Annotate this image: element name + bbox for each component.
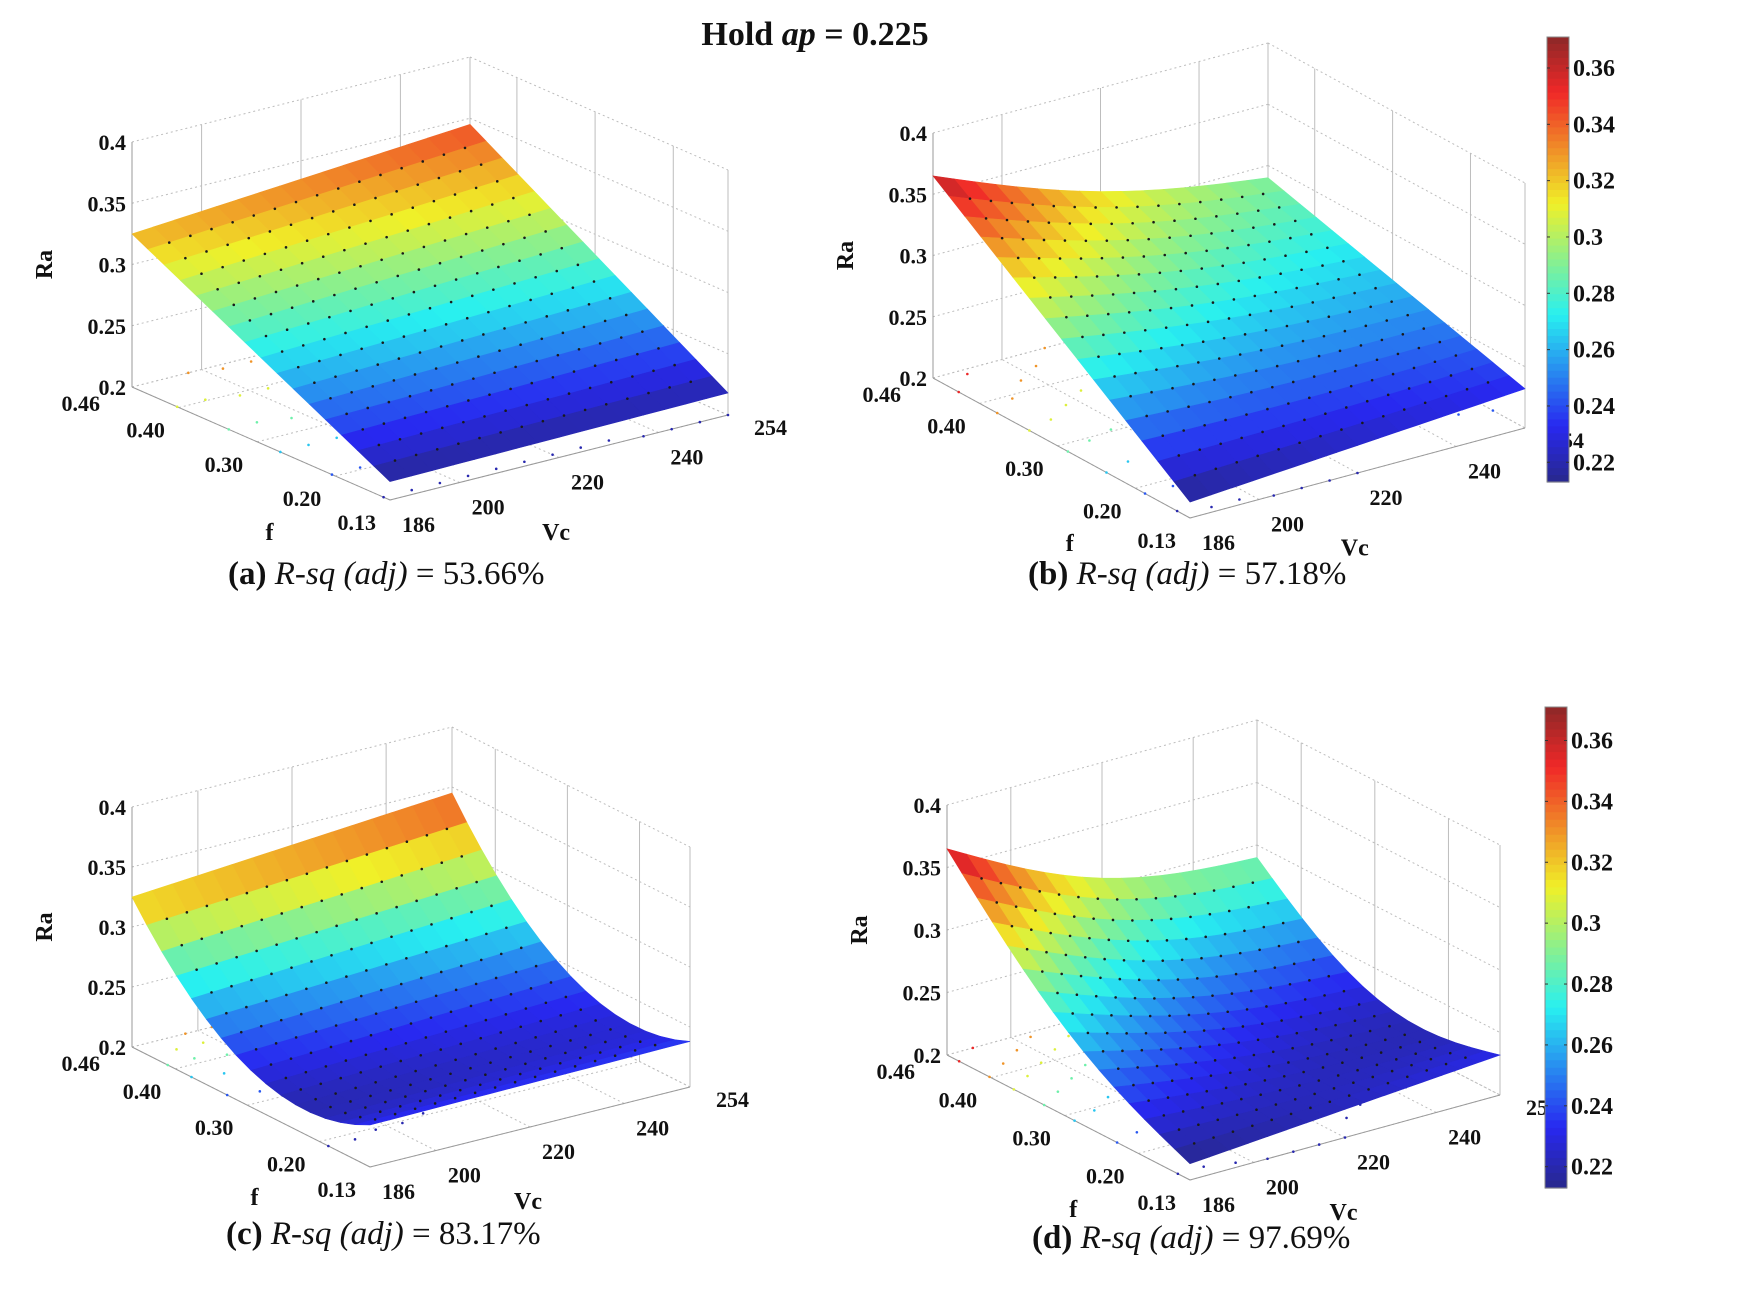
colorbar-tick-label: 0.26 <box>1573 338 1615 364</box>
colorbar-tick-label: 0.36 <box>1573 56 1615 82</box>
vc-tick-label: 240 <box>670 445 703 470</box>
colorbar-1: 0.36 0.34 0.32 0.3 0.28 0.26 0.24 0.22 <box>1546 36 1615 483</box>
colorbar-tick-label: 0.34 <box>1571 789 1613 815</box>
z-tick-label: 0.3 <box>914 918 942 943</box>
figure-title: Hold ap = 0.225 <box>701 16 929 53</box>
vc-tick-label: 200 <box>472 495 505 520</box>
caption-d: (d) R-sq (adj) = 97.69% <box>1032 1220 1351 1256</box>
colorbar-2: 0.36 0.34 0.32 0.3 0.28 0.26 0.24 0.22 <box>1544 706 1613 1189</box>
f-axis-label: f <box>266 520 275 546</box>
z-tick-label: 0.35 <box>88 191 127 216</box>
z-tick-label: 0.3 <box>99 915 127 940</box>
f-tick-label: 0.40 <box>927 413 966 438</box>
f-tick-label: 0.20 <box>1083 498 1122 523</box>
surface-plot-d: 0.2 0.25 0.3 0.35 0.4 Ra 0.13 0.20 0.30 0.40 0.46 f… <box>847 719 1559 1226</box>
colorbar-tick-label: 0.28 <box>1573 281 1615 307</box>
vc-tick-label: 220 <box>1357 1150 1390 1175</box>
f-tick-label: 0.20 <box>267 1152 306 1177</box>
vc-axis-label: Vc <box>514 1189 542 1215</box>
vc-tick-label: 200 <box>448 1163 481 1188</box>
z-tick-label: 0.2 <box>99 1035 127 1060</box>
caption-c: (c) R-sq (adj) = 83.17% <box>226 1216 541 1252</box>
colorbar-tick-label: 0.32 <box>1573 169 1615 195</box>
f-axis-label: f <box>1069 1197 1078 1223</box>
vc-tick-label: 186 <box>402 512 435 537</box>
z-tick-label: 0.25 <box>889 305 928 330</box>
colorbar-tick-label: 0.28 <box>1571 972 1613 998</box>
vc-axis-label: Vc <box>1341 536 1369 562</box>
f-axis-label: f <box>1066 531 1075 557</box>
vc-tick-label: 186 <box>382 1179 415 1204</box>
f-tick-label: 0.13 <box>1138 528 1177 553</box>
f-tick-label: 0.46 <box>877 1059 916 1084</box>
z-tick-label: 0.35 <box>903 856 942 881</box>
colorbar-tick-label: 0.24 <box>1571 1094 1613 1120</box>
vc-tick-label: 240 <box>1468 459 1501 484</box>
z-tick-label: 0.4 <box>914 793 942 818</box>
f-tick-label: 0.13 <box>338 510 377 535</box>
caption-a: (a) R-sq (adj) = 53.66% <box>228 556 545 592</box>
colorbar-tick-label: 0.34 <box>1573 112 1615 138</box>
z-tick-label: 0.2 <box>900 366 928 391</box>
z-tick-label: 0.25 <box>88 975 127 1000</box>
vc-tick-label: 220 <box>571 470 604 495</box>
z-axis-label: Ra <box>847 915 873 944</box>
vc-tick-label: 200 <box>1266 1175 1299 1200</box>
z-tick-label: 0.25 <box>903 981 942 1006</box>
colorbar-tick-label: 0.26 <box>1571 1033 1613 1059</box>
f-tick-label: 0.46 <box>62 391 101 416</box>
f-tick-label: 0.40 <box>939 1088 978 1113</box>
surface-plot-b: 0.2 0.25 0.3 0.35 0.4 Ra 0.13 0.20 0.30 0.40 0.46 f… <box>833 42 1584 562</box>
f-axis-label: f <box>251 1185 260 1211</box>
vc-tick-label: 254 <box>754 415 787 440</box>
colorbar-tick-label: 0.24 <box>1573 394 1615 420</box>
f-tick-label: 0.13 <box>1138 1190 1177 1215</box>
surface-plot-c: 0.2 0.25 0.3 0.35 0.4 Ra 0.13 0.20 0.30 0.40 0.46 f… <box>32 726 749 1215</box>
surface-plot-a: 0.2 0.25 0.3 0.35 0.4 Ra 0.13 0.20 0.30 0.40 0.46 f… <box>32 56 787 546</box>
caption-b: (b) R-sq (adj) = 57.18% <box>1028 556 1347 592</box>
z-tick-label: 0.35 <box>889 182 928 207</box>
vc-tick-label: 200 <box>1271 511 1304 536</box>
colorbar-tick-label: 0.3 <box>1571 911 1601 937</box>
f-tick-label: 0.20 <box>283 486 322 511</box>
z-tick-label: 0.35 <box>88 855 127 880</box>
z-tick-label: 0.2 <box>99 375 127 400</box>
colorbar-tick-label: 0.3 <box>1573 225 1603 251</box>
vc-tick-label: 254 <box>716 1087 749 1112</box>
f-tick-label: 0.40 <box>126 418 165 443</box>
z-tick-label: 0.25 <box>88 314 127 339</box>
vc-tick-label: 240 <box>1448 1125 1481 1150</box>
z-tick-label: 0.4 <box>900 121 928 146</box>
f-tick-label: 0.13 <box>318 1177 357 1202</box>
vc-tick-label: 220 <box>1370 485 1403 510</box>
f-tick-label: 0.40 <box>123 1079 162 1104</box>
vc-axis-label: Vc <box>542 520 570 546</box>
z-tick-label: 0.3 <box>900 244 928 269</box>
colorbar-tick-label: 0.22 <box>1571 1155 1613 1181</box>
f-tick-label: 0.30 <box>205 452 244 477</box>
f-tick-label: 0.30 <box>1012 1126 1051 1151</box>
f-tick-label: 0.30 <box>1005 456 1044 481</box>
vc-tick-label: 240 <box>636 1115 669 1140</box>
colorbar-tick-label: 0.32 <box>1571 850 1613 876</box>
vc-tick-label: 220 <box>542 1139 575 1164</box>
vc-tick-label: 186 <box>1202 530 1235 555</box>
vc-tick-label: 186 <box>1202 1192 1235 1217</box>
f-tick-label: 0.46 <box>62 1051 101 1076</box>
z-tick-label: 0.3 <box>99 253 127 278</box>
colorbar-tick-label: 0.36 <box>1571 728 1613 754</box>
f-tick-label: 0.30 <box>195 1115 234 1140</box>
f-tick-label: 0.20 <box>1086 1163 1125 1188</box>
z-axis-label: Ra <box>32 250 58 279</box>
colorbar-tick-label: 0.22 <box>1573 450 1615 476</box>
z-tick-label: 0.2 <box>914 1043 942 1068</box>
z-tick-label: 0.4 <box>99 130 127 155</box>
vc-axis-label: Vc <box>1330 1200 1358 1226</box>
z-axis-label: Ra <box>833 241 859 270</box>
z-tick-label: 0.4 <box>99 795 127 820</box>
f-tick-label: 0.46 <box>863 382 902 407</box>
z-axis-label: Ra <box>32 912 58 941</box>
